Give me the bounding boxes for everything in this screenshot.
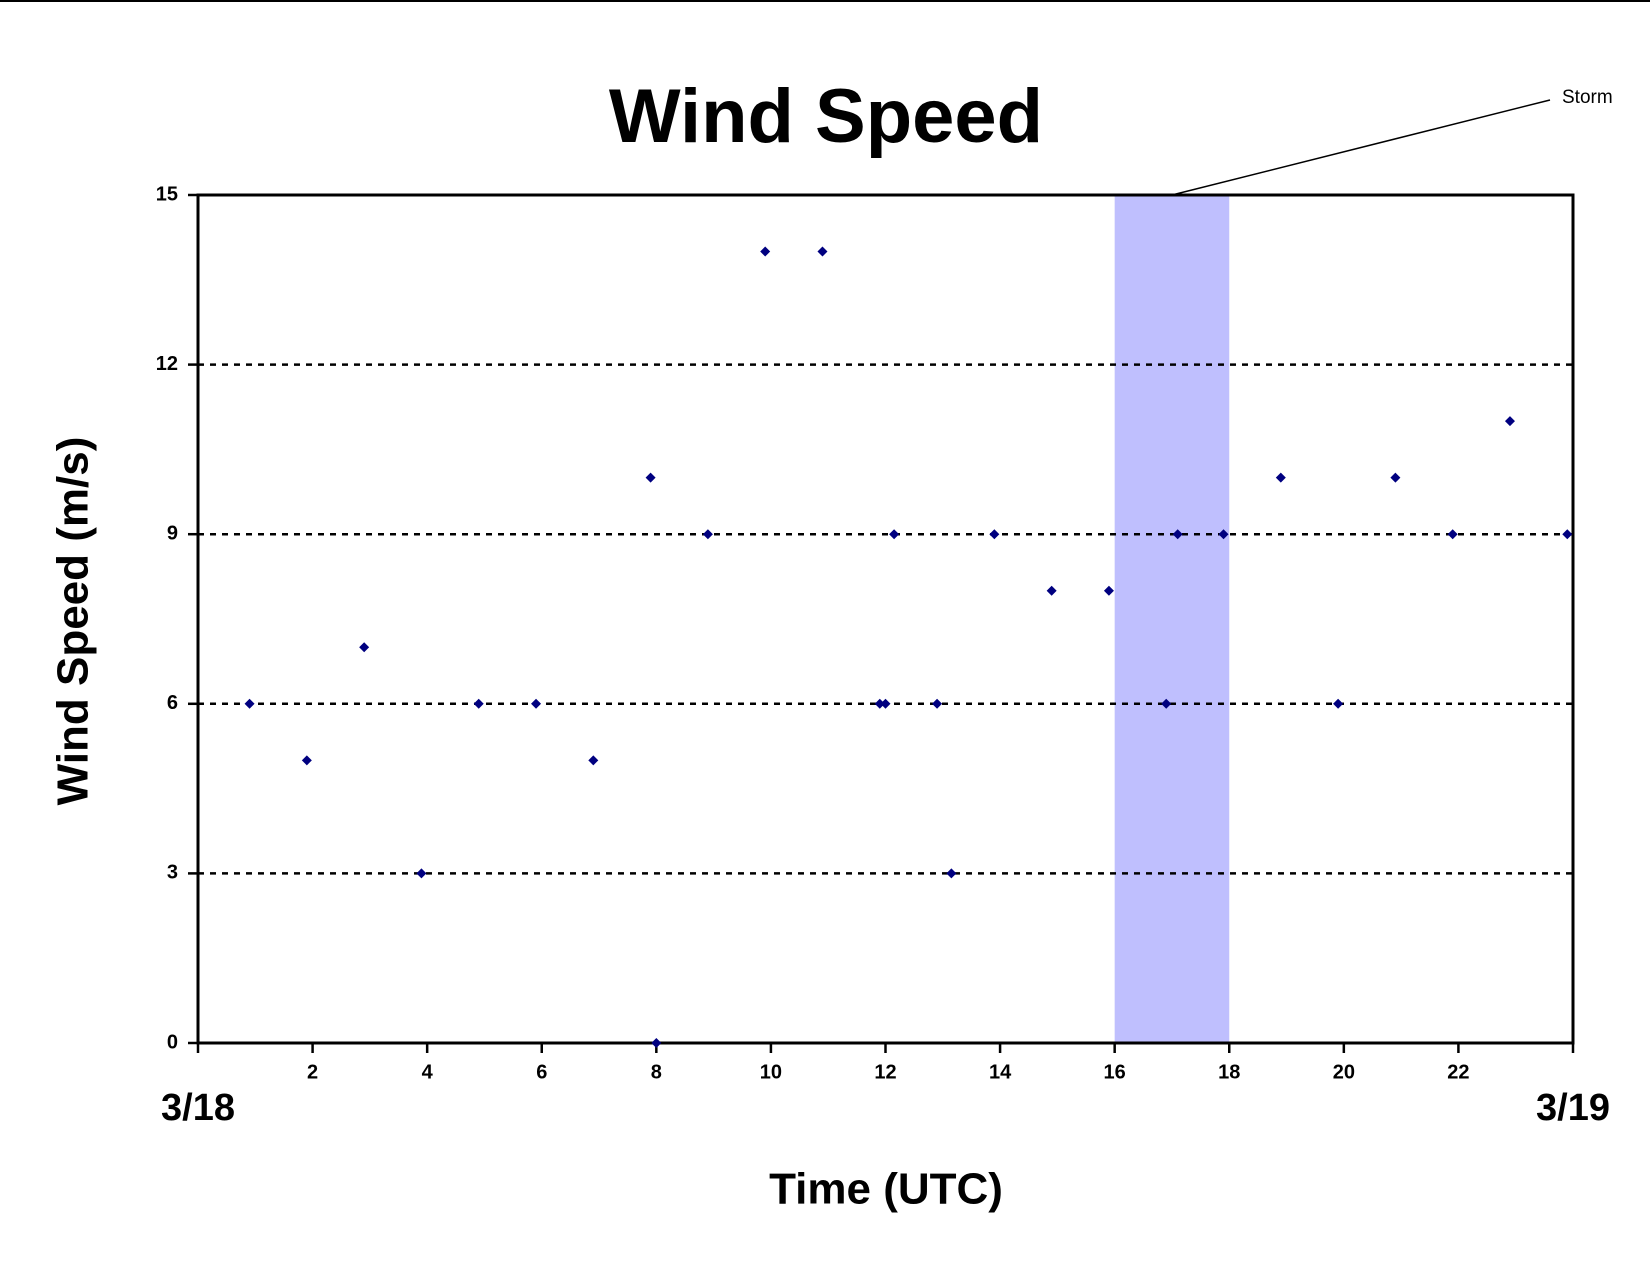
data-point bbox=[932, 698, 943, 709]
data-point bbox=[760, 246, 771, 257]
x-tick-label: 18 bbox=[1218, 1061, 1240, 1083]
chart-title: Wind Speed bbox=[609, 74, 1043, 159]
annotation: Storm bbox=[1562, 87, 1613, 108]
data-point bbox=[588, 755, 599, 766]
data-point bbox=[989, 529, 1000, 540]
data-point bbox=[359, 642, 370, 653]
x-tick-label: 10 bbox=[760, 1061, 782, 1083]
data-point bbox=[1046, 585, 1057, 596]
x-date-label: 3/18 bbox=[161, 1087, 235, 1129]
y-tick-label: 15 bbox=[156, 183, 178, 205]
x-tick-label: 20 bbox=[1333, 1061, 1355, 1083]
data-point bbox=[817, 246, 828, 257]
x-tick-label: 8 bbox=[651, 1061, 662, 1083]
data-point bbox=[1562, 529, 1573, 540]
data-point bbox=[645, 472, 656, 483]
data-point bbox=[874, 698, 885, 709]
x-tick-label: 6 bbox=[536, 1061, 547, 1083]
data-point bbox=[889, 529, 900, 540]
x-tick-label: 12 bbox=[874, 1061, 896, 1083]
data-point bbox=[1103, 585, 1114, 596]
x-tick-label: 16 bbox=[1104, 1061, 1126, 1083]
y-tick-label: 6 bbox=[167, 692, 178, 714]
x-axis-label: Time (UTC) bbox=[769, 1165, 1003, 1214]
data-point bbox=[473, 698, 484, 709]
y-axis-label: Wind Speed (m/s) bbox=[49, 437, 98, 806]
y-tick-label: 9 bbox=[167, 522, 178, 544]
x-tick-label: 14 bbox=[989, 1061, 1012, 1083]
y-tick-label: 3 bbox=[167, 862, 178, 884]
data-point bbox=[1504, 416, 1515, 427]
x-tick-label: 22 bbox=[1447, 1061, 1469, 1083]
y-tick-label: 0 bbox=[167, 1031, 178, 1053]
data-point bbox=[651, 1038, 662, 1048]
data-point bbox=[301, 755, 312, 766]
data-point bbox=[1161, 698, 1172, 709]
data-point bbox=[702, 529, 713, 540]
data-point bbox=[1218, 529, 1229, 540]
data-point bbox=[244, 698, 255, 709]
data-point bbox=[531, 698, 542, 709]
x-date-label: 3/19 bbox=[1536, 1087, 1610, 1129]
data-point bbox=[416, 868, 427, 879]
x-tick-label: 2 bbox=[307, 1061, 318, 1083]
storm-region bbox=[1114, 195, 1230, 1043]
data-point bbox=[946, 868, 957, 879]
data-point bbox=[1275, 472, 1286, 483]
data-point bbox=[1390, 472, 1401, 483]
data-point bbox=[880, 698, 891, 709]
y-tick-label: 12 bbox=[156, 353, 178, 375]
data-point bbox=[1172, 529, 1183, 540]
data-point bbox=[1447, 529, 1458, 540]
x-tick-label: 4 bbox=[422, 1061, 434, 1083]
data-point bbox=[1333, 698, 1344, 709]
plot-frame bbox=[196, 193, 1575, 1045]
annotation-line bbox=[1171, 99, 1551, 196]
